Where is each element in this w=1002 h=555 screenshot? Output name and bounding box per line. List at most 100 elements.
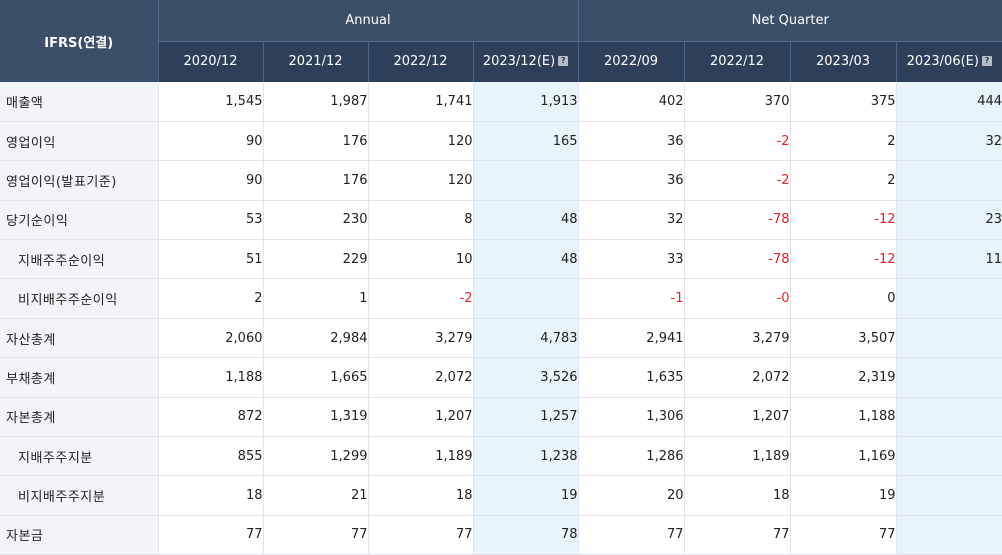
value-cell: 19: [789, 475, 897, 516]
value-cell: 1,238: [472, 436, 579, 477]
table-body: 매출액 1,545 1,987 1,741 1,913 402 370 375 444 영업이익 9…: [0, 82, 1002, 555]
row-label: 영업이익(발표기준): [0, 160, 158, 201]
value-cell: 2: [789, 121, 897, 162]
table-row: 당기순이익 53 230 8 48 32 -78 -12 23: [0, 200, 1002, 241]
table-row: 매출액 1,545 1,987 1,741 1,913 402 370 375 444: [0, 82, 1002, 122]
value-cell: 48: [472, 239, 579, 280]
value-cell: 21: [262, 475, 368, 516]
value-cell: 36: [577, 121, 685, 162]
value-cell: 2,072: [367, 357, 473, 398]
value-cell: 1,741: [367, 82, 473, 122]
value-cell: 10: [367, 239, 473, 280]
value-cell: [895, 357, 1002, 398]
estimate-info-icon[interactable]: ?: [981, 56, 992, 67]
value-cell: 1,635: [577, 357, 685, 398]
value-cell: 120: [367, 121, 473, 162]
period-label: 2023/12(E): [482, 54, 556, 70]
period-header: 2021/12: [262, 41, 368, 82]
value-cell: 23: [895, 200, 1002, 241]
value-cell: 53: [157, 200, 263, 241]
period-label: 2023/03: [816, 54, 871, 70]
table-row: 영업이익(발표기준) 90 176 120 36 -2 2: [0, 160, 1002, 201]
value-cell: 1,189: [683, 436, 791, 477]
value-cell: 0: [789, 278, 897, 319]
value-cell: [895, 436, 1002, 477]
table-row: 자본총계 872 1,319 1,207 1,257 1,306 1,207 1,188: [0, 397, 1002, 438]
value-cell: 19: [472, 475, 579, 516]
value-cell: 444: [895, 82, 1002, 122]
value-cell: 1,286: [577, 436, 685, 477]
net-quarter-group-header: Net Quarter: [577, 0, 1002, 42]
value-cell: 32: [895, 121, 1002, 162]
period-header[interactable]: 2023/12(E)?: [472, 41, 579, 82]
value-cell: 1,188: [157, 357, 263, 398]
value-cell: 2,060: [157, 318, 263, 359]
value-cell: 48: [472, 200, 579, 241]
value-cell: 229: [262, 239, 368, 280]
value-cell: -12: [789, 239, 897, 280]
value-cell: 3,279: [367, 318, 473, 359]
value-cell: 18: [367, 475, 473, 516]
value-cell: [472, 160, 579, 201]
value-cell: 77: [789, 515, 897, 555]
value-cell: 402: [577, 82, 685, 122]
value-cell: 1,207: [683, 397, 791, 438]
period-label: 2022/12: [393, 54, 448, 70]
period-label: 2022/09: [604, 54, 659, 70]
value-cell: 1,169: [789, 436, 897, 477]
table-row: 자산총계 2,060 2,984 3,279 4,783 2,941 3,279 3,507: [0, 318, 1002, 359]
table-row: 비지배주주순이익 2 1 -2 -1 -0 0: [0, 278, 1002, 319]
table-row: 지배주주지분 855 1,299 1,189 1,238 1,286 1,189 1,169: [0, 436, 1002, 477]
table-row: 부채총계 1,188 1,665 2,072 3,526 1,635 2,072 2,319: [0, 357, 1002, 398]
value-cell: 2: [789, 160, 897, 201]
annual-group-header: Annual: [157, 0, 579, 42]
header-group-row: IFRS(연결) Annual Net Quarter: [0, 0, 1002, 82]
value-cell: [895, 318, 1002, 359]
value-cell: 370: [683, 82, 791, 122]
period-header: 2022/12: [367, 41, 473, 82]
period-header-row: 2020/12 2021/12 2022/12 2023/12(E)? 2022/09 2…: [0, 41, 1002, 82]
value-cell: 1,987: [262, 82, 368, 122]
value-cell: 2,984: [262, 318, 368, 359]
value-cell: 855: [157, 436, 263, 477]
value-cell: 11: [895, 239, 1002, 280]
value-cell: 1,207: [367, 397, 473, 438]
accounting-standard-label: IFRS(연결): [0, 0, 158, 82]
value-cell: 375: [789, 82, 897, 122]
value-cell: 18: [157, 475, 263, 516]
value-cell: 1,188: [789, 397, 897, 438]
value-cell: [472, 278, 579, 319]
value-cell: 176: [262, 160, 368, 201]
value-cell: [895, 278, 1002, 319]
row-label: 당기순이익: [0, 200, 158, 241]
value-cell: 8: [367, 200, 473, 241]
value-cell: 78: [472, 515, 579, 555]
value-cell: 2,072: [683, 357, 791, 398]
value-cell: 230: [262, 200, 368, 241]
value-cell: 1,913: [472, 82, 579, 122]
estimate-info-icon[interactable]: ?: [558, 56, 569, 67]
value-cell: 90: [157, 121, 263, 162]
value-cell: 2,319: [789, 357, 897, 398]
value-cell: 1,545: [157, 82, 263, 122]
row-label: 지배주주지분: [0, 436, 158, 477]
value-cell: -2: [367, 278, 473, 319]
period-header[interactable]: 2023/06(E)?: [895, 41, 1002, 82]
value-cell: 1,306: [577, 397, 685, 438]
value-cell: 4,783: [472, 318, 579, 359]
row-label: 자본금: [0, 515, 158, 555]
value-cell: 1: [262, 278, 368, 319]
period-label: 2022/12: [710, 54, 765, 70]
value-cell: 3,279: [683, 318, 791, 359]
value-cell: 32: [577, 200, 685, 241]
value-cell: 176: [262, 121, 368, 162]
value-cell: 165: [472, 121, 579, 162]
row-label: 지배주주순이익: [0, 239, 158, 280]
value-cell: 2: [157, 278, 263, 319]
row-label: 비지배주주지분: [0, 475, 158, 516]
value-cell: 1,299: [262, 436, 368, 477]
value-cell: -78: [683, 239, 791, 280]
table-row: 지배주주순이익 51 229 10 48 33 -78 -12 11: [0, 239, 1002, 280]
row-label: 영업이익: [0, 121, 158, 162]
value-cell: 1,319: [262, 397, 368, 438]
